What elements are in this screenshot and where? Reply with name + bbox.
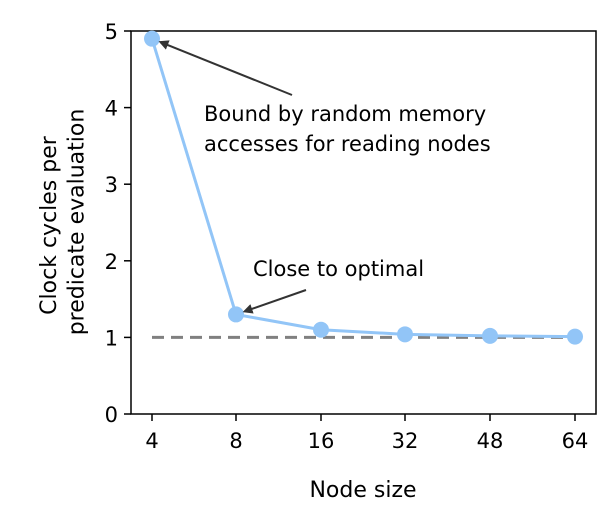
x-axis-label: Node size xyxy=(309,478,416,503)
data-point-5 xyxy=(567,328,583,345)
data-point-2 xyxy=(313,321,329,338)
annotation-1-line-0: Close to optimal xyxy=(253,257,424,281)
y-tick-label-4: 4 xyxy=(105,97,118,121)
data-point-0 xyxy=(144,30,160,47)
data-point-4 xyxy=(482,327,498,344)
y-axis: 0 1 2 3 4 5 xyxy=(105,20,131,427)
y-tick-label-5: 5 xyxy=(105,20,118,44)
y-axis-label-line-2: predicate evaluation xyxy=(64,109,89,336)
series-points xyxy=(144,30,583,345)
data-point-3 xyxy=(397,326,413,343)
plot-frame xyxy=(130,30,597,415)
y-tick-label-3: 3 xyxy=(105,173,118,197)
annotation-0-line-1: accesses for reading nodes xyxy=(204,132,491,156)
annotation-arrow-1 xyxy=(242,289,307,314)
annotation-0-line-0: Bound by random memory xyxy=(204,102,486,126)
annotation-arrow-0 xyxy=(158,40,293,96)
data-point-1 xyxy=(228,306,244,323)
x-tick-label-4: 48 xyxy=(477,429,504,453)
series-line xyxy=(150,38,576,339)
y-tick-label-0: 0 xyxy=(105,403,118,427)
x-tick-label-3: 32 xyxy=(392,429,419,453)
y-axis-label: Clock cycles per predicate evaluation xyxy=(37,109,90,336)
x-tick-label-0: 4 xyxy=(145,429,158,453)
x-tick-label-1: 8 xyxy=(229,429,242,453)
x-tick-label-5: 64 xyxy=(562,429,589,453)
y-tick-label-2: 2 xyxy=(105,250,118,274)
x-tick-label-2: 16 xyxy=(308,429,335,453)
annotations: Bound by random memory accesses for readi… xyxy=(158,40,491,314)
annotation-0: Bound by random memory accesses for readi… xyxy=(204,102,491,156)
x-axis: 4 8 16 32 48 64 xyxy=(145,414,588,453)
y-axis-label-line-1: Clock cycles per xyxy=(37,135,62,315)
y-tick-label-1: 1 xyxy=(105,326,118,350)
annotation-1: Close to optimal xyxy=(253,257,424,281)
